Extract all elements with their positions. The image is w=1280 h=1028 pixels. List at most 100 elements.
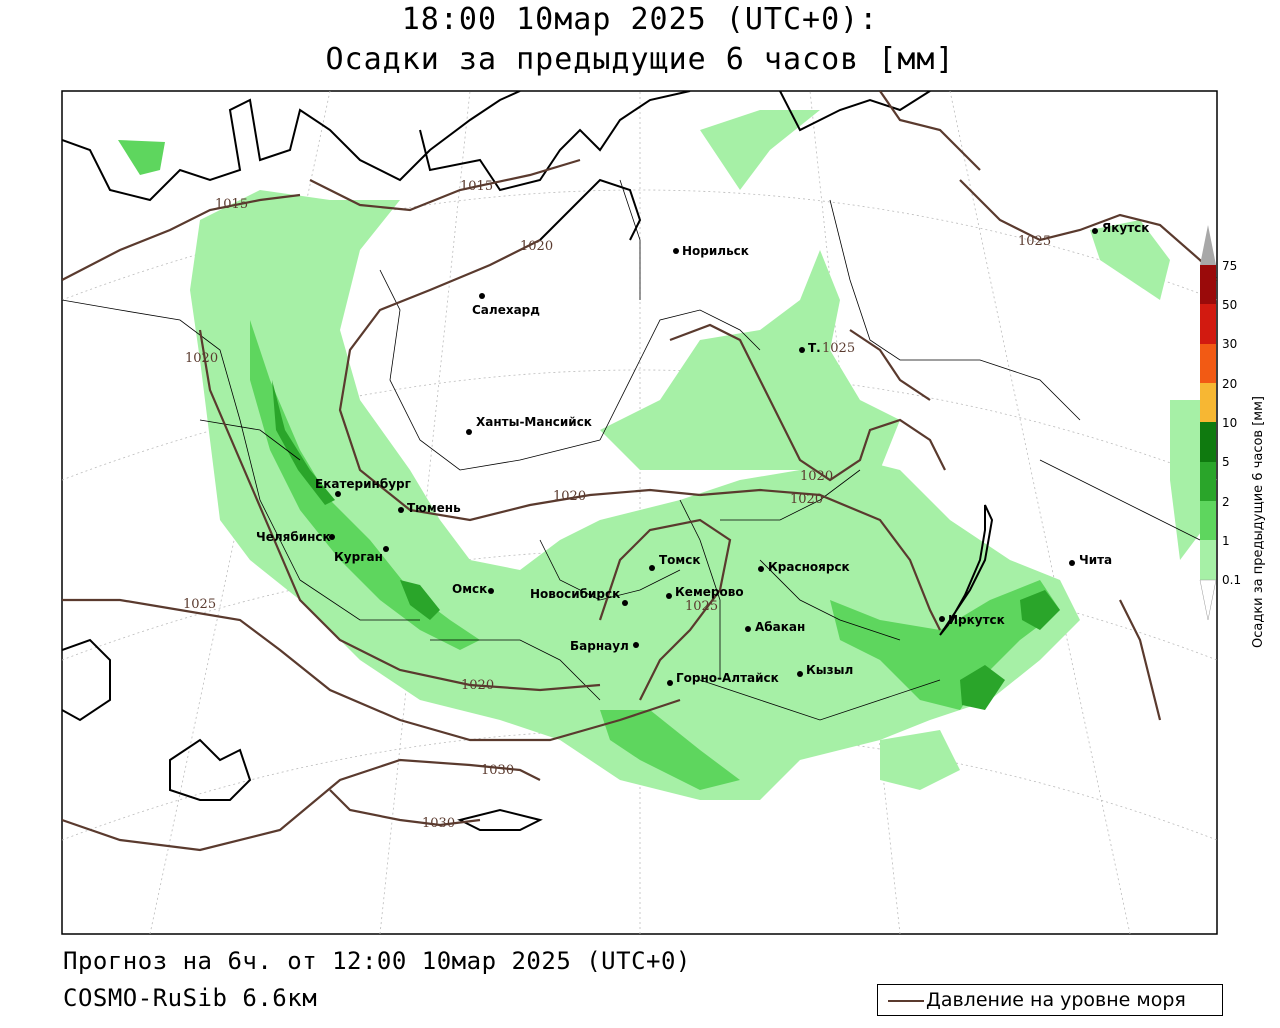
isobar-legend-line bbox=[888, 1000, 924, 1002]
city-label: Челябинск bbox=[256, 530, 331, 544]
colorbar-tick: 0.1 bbox=[1222, 573, 1241, 587]
isobar-label: 1020 bbox=[185, 351, 218, 366]
isobar-label: 1025 bbox=[1018, 234, 1051, 249]
city-dot bbox=[335, 491, 341, 497]
isobar-1025-b bbox=[598, 518, 732, 701]
precip-core-1 bbox=[272, 380, 335, 505]
colorbar-tick: 30 bbox=[1222, 337, 1237, 351]
admin-borders bbox=[62, 179, 1201, 721]
colorbar-overflow-triangle bbox=[1200, 225, 1216, 265]
colorbar-swatch bbox=[1200, 501, 1216, 540]
city-dot bbox=[939, 616, 945, 622]
city-label: Кызыл bbox=[806, 663, 853, 677]
city-label: Омск bbox=[452, 582, 487, 596]
precip-area-south2 bbox=[600, 710, 740, 790]
city-markers: Норильск Салехард Ханты-Мансийск Екатери… bbox=[256, 221, 1149, 686]
city-dot bbox=[745, 626, 751, 632]
coast-taimyr bbox=[539, 178, 642, 241]
city-dot bbox=[398, 507, 404, 513]
precip-core-3 bbox=[1020, 590, 1060, 630]
city-dot bbox=[479, 293, 485, 299]
coast-aral bbox=[457, 808, 543, 831]
isobar-legend: Давление на уровне моря bbox=[877, 984, 1223, 1016]
city-label: Т. bbox=[808, 341, 821, 355]
city-label: Салехард bbox=[472, 303, 540, 317]
city-dot bbox=[466, 429, 472, 435]
precip-core-2 bbox=[960, 665, 1005, 710]
coast-west-sea bbox=[62, 638, 111, 722]
city-label: Томск bbox=[659, 553, 701, 567]
isobar-label: 1020 bbox=[461, 678, 494, 693]
precip-area-east bbox=[1090, 220, 1170, 300]
isobar-1020-a bbox=[338, 239, 701, 522]
isobar-label: 1025 bbox=[822, 341, 855, 356]
model-name: COSMO-RuSib 6.6км bbox=[63, 984, 318, 1012]
colorbar-swatch bbox=[1200, 304, 1216, 344]
city-label: Тюмень bbox=[407, 501, 461, 515]
city-dot bbox=[758, 566, 764, 572]
coastlines bbox=[62, 91, 994, 831]
colorbar-swatch bbox=[1200, 422, 1216, 462]
precip-area-south bbox=[880, 730, 960, 790]
city-dot bbox=[1092, 228, 1098, 234]
precip-area-nw bbox=[118, 140, 165, 175]
city-label: Иркутск bbox=[948, 613, 1005, 627]
city-label: Кемерово bbox=[675, 585, 744, 599]
coast-caspian bbox=[169, 738, 252, 801]
coast-yamal bbox=[419, 91, 691, 192]
city-dot bbox=[673, 248, 679, 254]
colorbar-tick: 20 bbox=[1222, 377, 1237, 391]
colorbar-title: Осадки за предыдущие 6 часов [мм] bbox=[1251, 396, 1266, 648]
isobar-label: 1020 bbox=[790, 492, 823, 507]
precip-core-4 bbox=[400, 580, 440, 620]
precip-band-mid bbox=[250, 320, 480, 650]
coast-north-east bbox=[779, 91, 931, 132]
colorbar-underflow-triangle bbox=[1199, 579, 1217, 621]
isobar-label: 1025 bbox=[685, 599, 718, 614]
isobars bbox=[62, 91, 1217, 852]
city-label: Горно-Алтайск bbox=[676, 671, 779, 685]
forecast-info: Прогноз на 6ч. от 12:00 10мар 2025 (UTC+… bbox=[63, 947, 691, 975]
city-label: Новосибирск bbox=[530, 587, 620, 601]
colorbar-tick: 5 bbox=[1222, 455, 1230, 469]
colorbar-swatch bbox=[1200, 344, 1216, 383]
city-label: Якутск bbox=[1102, 221, 1149, 235]
precip-area-north bbox=[700, 110, 820, 190]
colorbar-swatch bbox=[1200, 265, 1216, 304]
city-label: Чита bbox=[1079, 553, 1112, 567]
colorbar-tick: 1 bbox=[1222, 534, 1230, 548]
isobar-1025-d bbox=[959, 179, 1217, 281]
isobar-1020-c bbox=[699, 488, 941, 631]
city-label: Барнаул bbox=[570, 639, 629, 653]
isobar-1025-c bbox=[849, 329, 931, 401]
isobar-label: 1030 bbox=[481, 763, 514, 778]
isobar-1015-a bbox=[62, 193, 301, 281]
colorbar-swatch bbox=[1200, 462, 1216, 501]
isobar-label: 1020 bbox=[800, 469, 833, 484]
isobar-misc-1 bbox=[879, 91, 981, 171]
city-dot bbox=[329, 534, 335, 540]
colorbar-tick: 2 bbox=[1222, 495, 1230, 509]
title-line-1: 18:00 10мар 2025 (UTC+0): bbox=[401, 2, 879, 37]
isobar-1025-a bbox=[62, 598, 681, 742]
coast-kara bbox=[62, 91, 521, 202]
isobar-1030-a bbox=[62, 758, 541, 852]
city-label: Красноярск bbox=[768, 560, 850, 574]
city-dot bbox=[488, 588, 494, 594]
city-label: Норильск bbox=[682, 244, 749, 258]
city-dot bbox=[1069, 560, 1075, 566]
precip-band-baikal bbox=[830, 580, 1060, 710]
isobar-misc-2 bbox=[1119, 599, 1162, 721]
isobar-label: 1020 bbox=[520, 239, 553, 254]
isobar-label: 1015 bbox=[460, 179, 493, 194]
isobar-1015-b bbox=[309, 158, 581, 212]
colorbar-swatch bbox=[1200, 383, 1216, 422]
colorbar: 0.1 1 2 5 10 20 30 50 75 Осадки за преды… bbox=[1199, 225, 1266, 648]
city-dot bbox=[649, 565, 655, 571]
city-dot bbox=[797, 671, 803, 677]
city-label: Ханты-Мансийск bbox=[476, 415, 592, 429]
city-label: Екатеринбург bbox=[315, 477, 411, 491]
city-dot bbox=[799, 347, 805, 353]
